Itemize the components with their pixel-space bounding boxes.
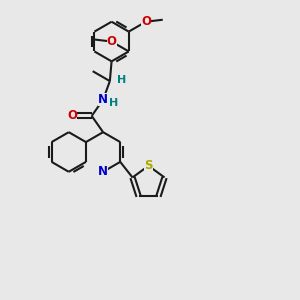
Text: H: H <box>110 98 118 108</box>
Text: O: O <box>106 35 117 48</box>
Text: N: N <box>98 93 108 106</box>
Text: N: N <box>98 165 108 178</box>
Text: O: O <box>67 110 77 122</box>
Text: S: S <box>144 159 153 172</box>
Text: H: H <box>117 75 126 85</box>
Text: O: O <box>141 15 151 28</box>
